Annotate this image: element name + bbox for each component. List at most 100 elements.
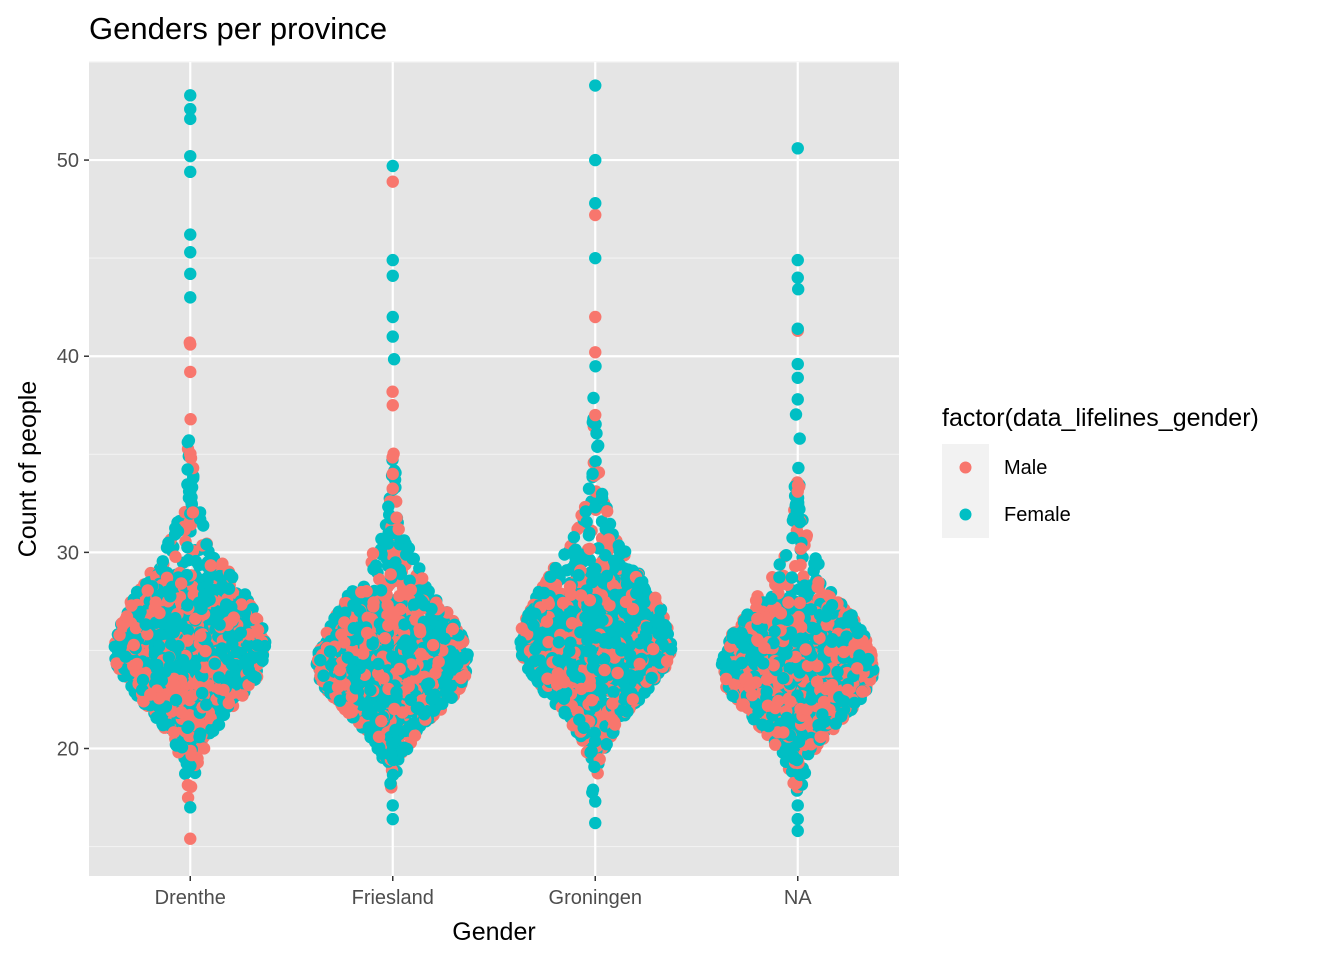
- point-female: [793, 432, 806, 445]
- point-female: [323, 645, 337, 658]
- point-female: [164, 620, 177, 634]
- point-male: [160, 571, 174, 584]
- point-male: [429, 667, 442, 680]
- point-male: [384, 568, 397, 581]
- point-male: [551, 667, 564, 680]
- point-female: [582, 529, 596, 542]
- point-female: [589, 360, 602, 373]
- point-male: [603, 599, 616, 612]
- point-female: [596, 614, 609, 627]
- point-male: [113, 628, 126, 642]
- point-male: [181, 634, 194, 647]
- point-male: [382, 619, 395, 632]
- point-male: [598, 663, 611, 677]
- point-female: [314, 654, 327, 667]
- point-female: [433, 625, 446, 638]
- point-female: [222, 582, 236, 595]
- point-female: [223, 568, 237, 581]
- point-male: [626, 693, 639, 706]
- point-female: [658, 627, 672, 640]
- point-female: [136, 673, 150, 687]
- point-male: [186, 506, 200, 519]
- point-female: [792, 461, 805, 475]
- point-female: [566, 659, 579, 672]
- point-female: [600, 569, 614, 583]
- point-female: [613, 543, 626, 556]
- plot-panel: [89, 62, 899, 876]
- point-female: [581, 634, 594, 647]
- point-male: [540, 615, 554, 628]
- point-female: [202, 570, 215, 583]
- point-male: [606, 697, 619, 710]
- point-male: [386, 451, 399, 464]
- point-male: [181, 791, 195, 804]
- point-female: [367, 563, 380, 576]
- point-male: [168, 679, 182, 692]
- point-male: [110, 657, 123, 670]
- point-female: [564, 636, 577, 649]
- point-female: [214, 646, 228, 659]
- point-female: [139, 618, 152, 631]
- point-female: [608, 588, 622, 601]
- point-female: [182, 434, 196, 447]
- point-female: [239, 654, 252, 668]
- point-female: [552, 654, 565, 667]
- point-female: [242, 638, 255, 652]
- point-female: [213, 569, 226, 583]
- point-male: [249, 612, 263, 625]
- point-female: [156, 718, 170, 732]
- point-male: [185, 689, 199, 702]
- point-female: [181, 541, 194, 554]
- point-female: [364, 683, 377, 697]
- point-male: [400, 588, 413, 601]
- point-female: [200, 538, 213, 551]
- point-female: [581, 645, 595, 658]
- point-male: [141, 584, 154, 597]
- point-female: [598, 653, 611, 666]
- point-female: [160, 541, 174, 554]
- point-male: [204, 559, 217, 572]
- point-female: [226, 638, 239, 651]
- point-male: [333, 663, 346, 677]
- point-male: [601, 505, 614, 518]
- point-female: [387, 353, 401, 366]
- point-female: [349, 682, 362, 695]
- point-male: [372, 730, 386, 743]
- point-female: [372, 657, 385, 671]
- point-female: [599, 549, 612, 562]
- point-female: [317, 669, 330, 682]
- point-female: [359, 697, 373, 710]
- point-male: [357, 647, 370, 660]
- point-female: [251, 639, 264, 652]
- point-male: [169, 550, 182, 563]
- point-male: [414, 647, 428, 661]
- point-male: [647, 642, 660, 656]
- point-female: [374, 699, 387, 713]
- point-female: [234, 626, 247, 639]
- point-female: [168, 528, 182, 541]
- point-female: [175, 741, 189, 754]
- point-male: [649, 591, 662, 604]
- point-female: [153, 628, 167, 641]
- point-female: [645, 671, 658, 685]
- point-male: [660, 655, 674, 668]
- point-female: [422, 677, 436, 690]
- point-female: [444, 680, 457, 693]
- point-female: [396, 744, 409, 758]
- point-female: [558, 548, 571, 561]
- point-female: [386, 650, 399, 663]
- point-female: [569, 551, 582, 565]
- point-male: [194, 629, 207, 642]
- point-female: [602, 636, 615, 650]
- point-female: [181, 463, 194, 476]
- point-male: [388, 702, 401, 716]
- point-female: [630, 587, 643, 600]
- point-female: [375, 532, 388, 546]
- point-male: [125, 599, 138, 612]
- point-female: [182, 485, 196, 498]
- point-male: [413, 623, 426, 636]
- point-male: [432, 655, 445, 669]
- point-male: [181, 778, 195, 792]
- point-female: [621, 705, 634, 718]
- point-male: [185, 748, 198, 762]
